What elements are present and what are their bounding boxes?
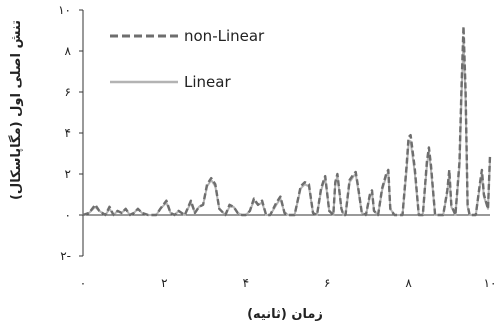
legend-label: Linear — [184, 73, 231, 91]
y-tick-label: ۱۰ — [58, 3, 71, 17]
y-tick-label: ۸ — [65, 44, 72, 58]
y-tick-label: ۶ — [65, 85, 71, 99]
x-tick-label: ۸ — [405, 276, 412, 290]
y-axis-label: تنش اصلی اول (مگاپاسکال) — [8, 20, 24, 200]
y-tick-label: ۴ — [65, 126, 71, 140]
series-lines — [82, 25, 492, 217]
x-tick-label: ۴ — [243, 276, 249, 290]
x-axis-label: زمان (ثانیه) — [247, 307, 323, 322]
x-tick-label: ۲ — [161, 276, 167, 290]
series-line-linear — [82, 37, 491, 216]
x-tick-label: ۰ — [80, 276, 86, 290]
y-tick-label: ۲ — [65, 167, 71, 181]
series-line-non-linear — [82, 25, 492, 217]
y-tick-label: ۲- — [60, 249, 71, 263]
x-tick-label: ۶ — [324, 276, 330, 290]
tick-labels: ۲- ۰ ۲ ۴ ۶ ۸ ۱۰ ۰ ۲ ۴ ۶ ۸ ۱۰ — [58, 3, 496, 290]
axes — [79, 9, 490, 257]
y-tick-label: ۰ — [65, 208, 71, 222]
legend-label: non-Linear — [184, 27, 265, 45]
x-tick-label: ۱۰ — [484, 276, 497, 290]
legend: non-Linear Linear — [110, 27, 265, 91]
